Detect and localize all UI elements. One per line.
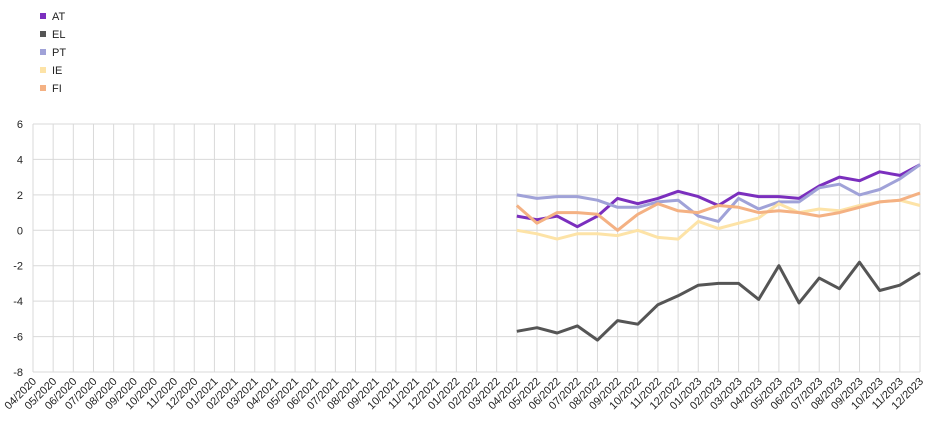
y-tick-label: -4 bbox=[13, 296, 23, 308]
y-tick-label: 6 bbox=[17, 119, 23, 131]
legend-swatch bbox=[40, 85, 46, 91]
legend-swatch bbox=[40, 67, 46, 73]
y-tick-label: -2 bbox=[13, 261, 23, 273]
y-tick-label: -6 bbox=[13, 332, 23, 344]
series-line bbox=[516, 198, 921, 241]
y-tick-label: 0 bbox=[17, 225, 23, 237]
series-line bbox=[516, 260, 921, 342]
series-line bbox=[515, 191, 921, 232]
legend-label: IE bbox=[52, 65, 62, 77]
series-line bbox=[516, 163, 921, 223]
y-tick-label: -8 bbox=[13, 367, 23, 379]
legend-label: PT bbox=[52, 47, 66, 59]
legend-label: AT bbox=[52, 11, 66, 23]
legend-label: EL bbox=[52, 29, 65, 41]
y-tick-label: 2 bbox=[17, 190, 23, 202]
legend-swatch bbox=[40, 49, 46, 55]
y-tick-label: 4 bbox=[17, 154, 23, 166]
legend-label: FI bbox=[52, 83, 62, 95]
legend-swatch bbox=[40, 31, 46, 37]
legend-swatch bbox=[40, 13, 46, 19]
